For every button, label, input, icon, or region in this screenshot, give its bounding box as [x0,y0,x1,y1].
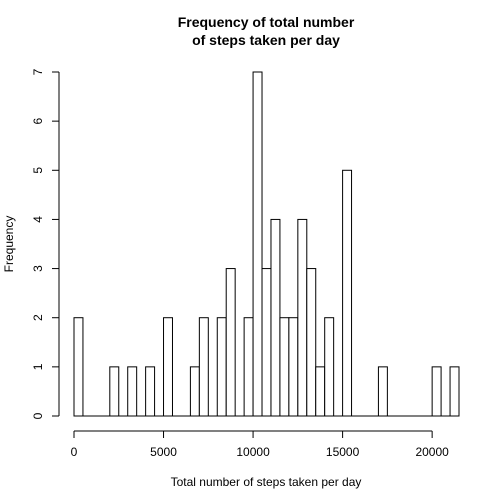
x-tick-label: 15000 [326,445,360,459]
histogram-bar [127,366,138,417]
histogram-bar [261,268,272,417]
histogram-bar [252,71,263,417]
y-axis-label: Frequency [2,216,16,273]
chart-title-line2: of steps taken per day [192,32,340,48]
y-tick-label: 4 [31,216,45,223]
histogram-bar [145,366,156,417]
histogram-bar [189,366,200,417]
histogram-bar [225,268,236,417]
histogram-bars [73,71,460,417]
y-tick-label: 0 [31,412,45,419]
histogram-bar [73,317,84,417]
histogram-bar [377,366,388,417]
histogram-bar [270,218,281,417]
histogram-bar [243,317,254,417]
y-tick-label: 3 [31,265,45,272]
y-tick-label: 6 [31,117,45,124]
x-axis: 0 5000 10000 15000 20000 [71,430,449,459]
x-tick-label: 20000 [415,445,449,459]
histogram-bar [109,366,120,417]
histogram-bar [306,268,317,417]
y-tick-label: 7 [31,68,45,75]
histogram-bar [297,218,308,417]
y-tick-label: 1 [31,363,45,370]
y-axis: 0 1 2 3 4 5 6 7 [31,68,60,419]
y-tick-label: 5 [31,167,45,174]
histogram-bar [163,317,173,417]
histogram-bar [431,366,442,417]
histogram-bar [315,366,326,417]
chart-title-line1: Frequency of total number [178,14,355,30]
histogram-bar [449,366,460,417]
x-tick-label: 0 [71,445,78,459]
y-tick-label: 2 [31,314,45,321]
histogram-bar [216,317,227,417]
histogram-bar [288,317,299,417]
x-tick-label: 10000 [236,445,270,459]
histogram-bar [324,317,335,417]
histogram-bar [279,317,290,417]
histogram-bar [198,317,209,417]
x-axis-label: Total number of steps taken per day [171,475,362,489]
histogram-bar [342,169,353,417]
x-tick-label: 5000 [150,445,177,459]
